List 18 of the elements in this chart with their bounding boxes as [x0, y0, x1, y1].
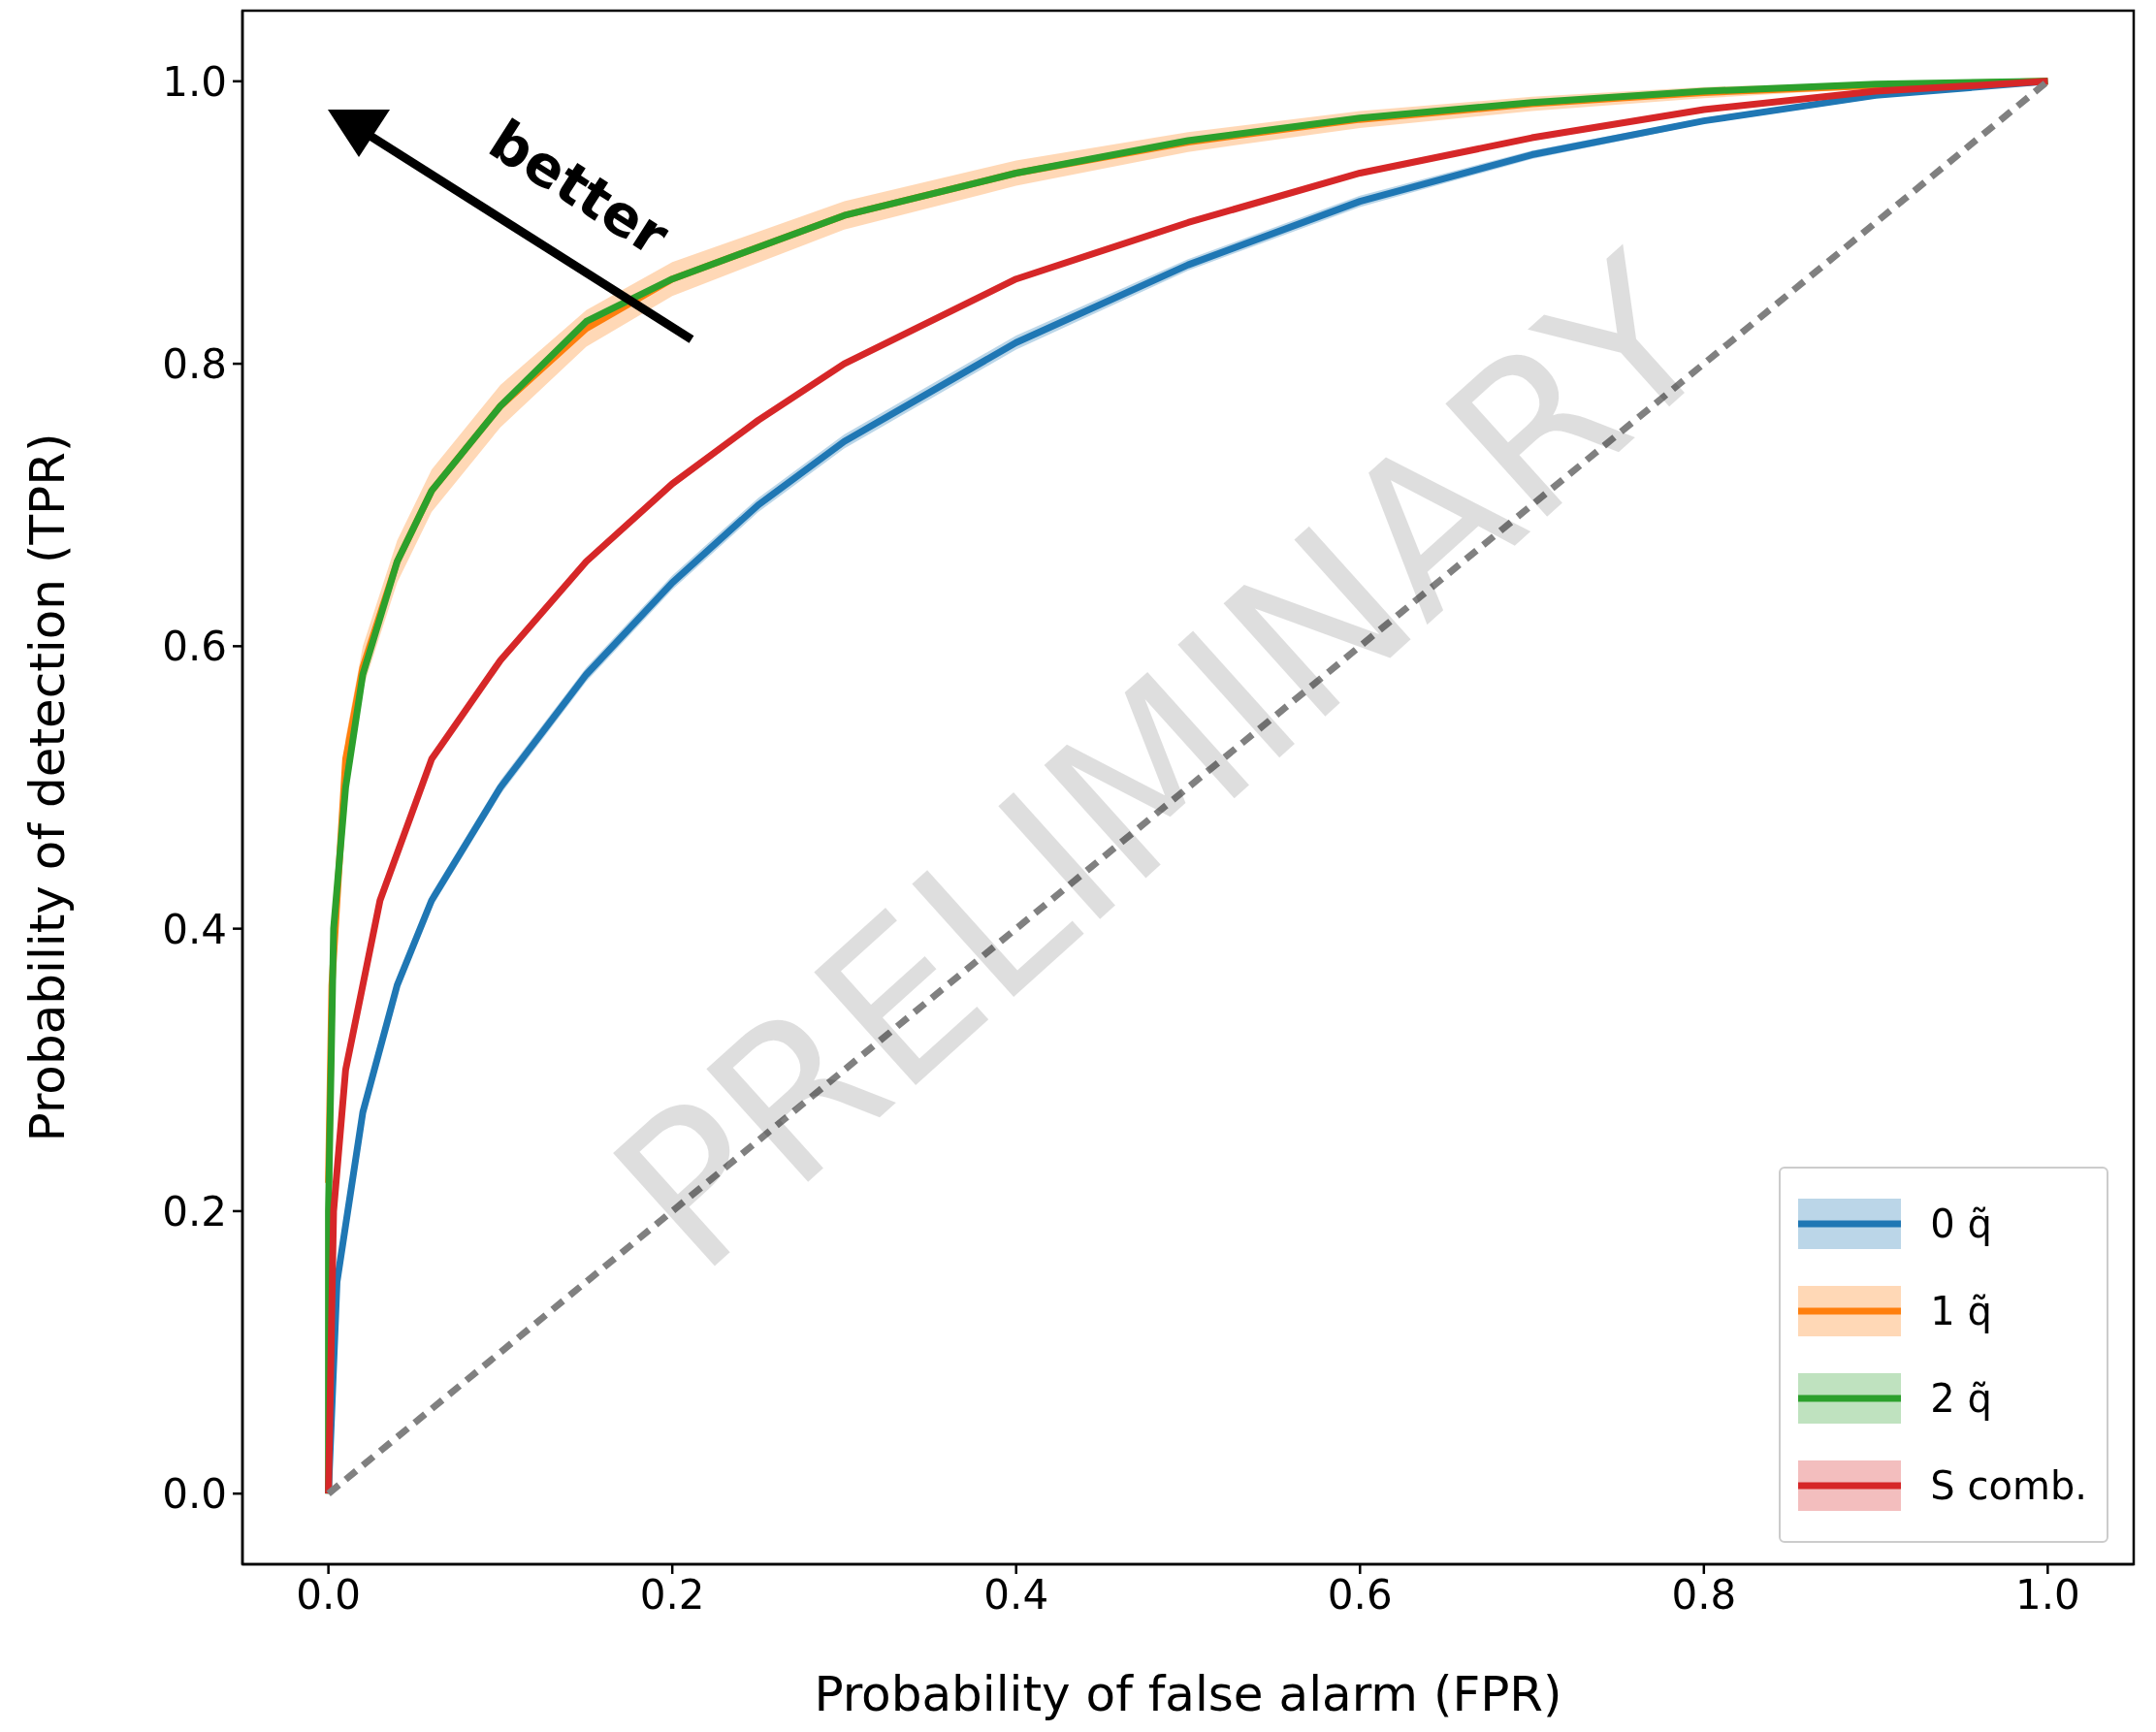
legend-label: S comb. — [1930, 1463, 2087, 1508]
y-tick-label: 1.0 — [162, 57, 227, 106]
x-tick-label: 0.0 — [296, 1570, 362, 1619]
legend-label: 2 q̃ — [1930, 1376, 1992, 1421]
x-tick-label: 0.4 — [983, 1570, 1049, 1619]
legend-label: 1 q̃ — [1930, 1289, 1992, 1333]
legend-label: 0 q̃ — [1930, 1202, 1992, 1246]
y-tick-label: 0.0 — [162, 1470, 227, 1519]
y-tick-label: 0.8 — [162, 340, 227, 388]
y-axis-title: Probability of detection (TPR) — [18, 433, 76, 1142]
y-tick-label: 0.4 — [162, 905, 227, 953]
x-tick-label: 0.8 — [1671, 1570, 1737, 1619]
y-tick-label: 0.6 — [162, 623, 227, 671]
y-tick-label: 0.2 — [162, 1187, 227, 1235]
x-tick-label: 1.0 — [2014, 1570, 2080, 1619]
x-axis-title: Probability of false alarm (FPR) — [814, 1666, 1562, 1722]
x-tick-label: 0.2 — [639, 1570, 705, 1619]
x-tick-label: 0.6 — [1327, 1570, 1393, 1619]
